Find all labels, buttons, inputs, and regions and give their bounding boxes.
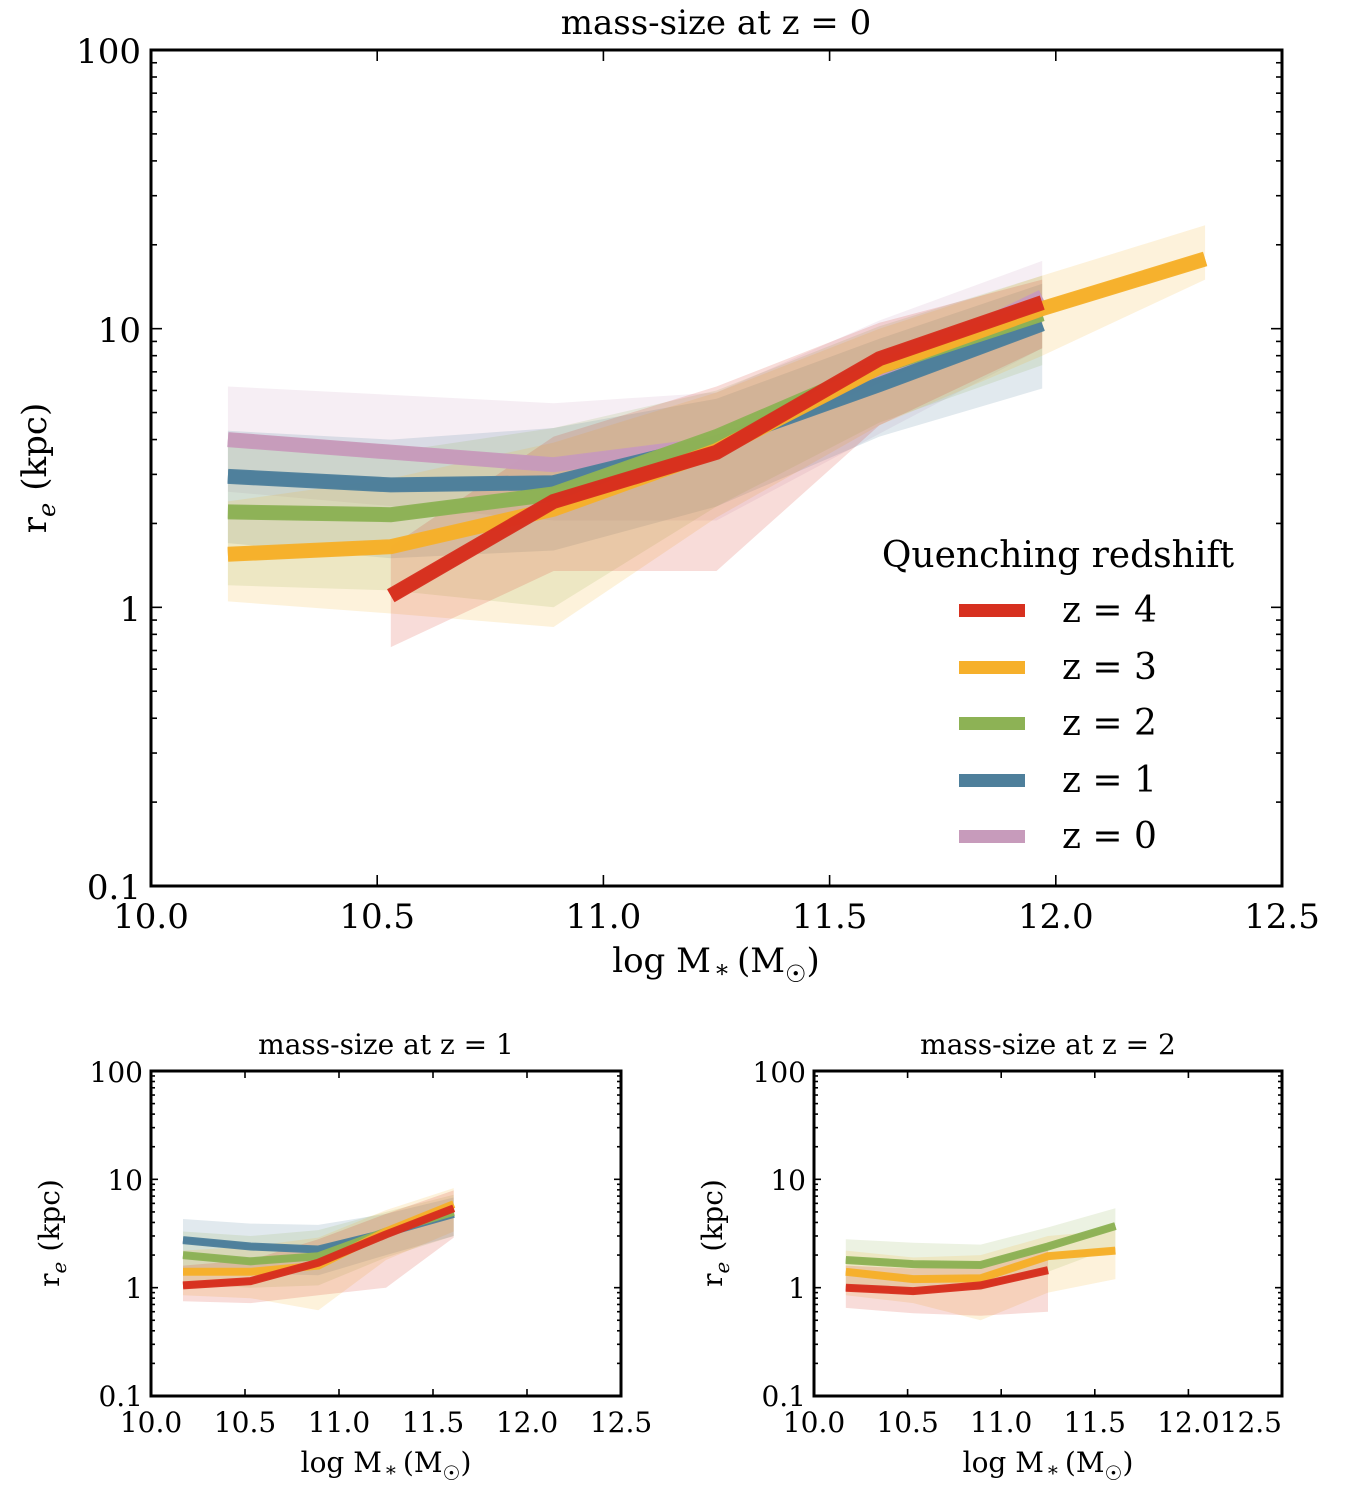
main-axes-frame: [149, 48, 1284, 888]
main-x-tick-label: 10.5: [339, 897, 415, 937]
main-y-tick-label: 0.1: [87, 868, 141, 908]
main-series-lines: [227, 251, 1208, 603]
subpanel-z2-axes-frame: [812, 1069, 1284, 1398]
series-line-z2: [845, 1223, 1117, 1269]
legend-label-z0: z = 0: [1062, 816, 1157, 857]
subpanel-z2-y-tick-label: 100: [753, 1056, 806, 1089]
subpanel-z1-axes-frame: [149, 1069, 623, 1398]
subpanel-z2-y-tick-label: 10: [770, 1164, 806, 1197]
main-y-tick-label: 100: [76, 32, 141, 72]
main-y-axis-label: re(kpc): [15, 403, 61, 533]
series-line-z3: [845, 1247, 1116, 1283]
series-line-z4: [182, 1205, 455, 1289]
main-x-axis-label: log M * (M☉): [612, 941, 820, 988]
subpanel-z2-y-tick-label: 1: [788, 1272, 806, 1305]
legend-label-z4: z = 4: [1062, 590, 1157, 631]
legend-label-z3: z = 3: [1062, 647, 1157, 688]
error-band-z2: [845, 1208, 1116, 1291]
subpanel-z2-x-tick-label: 10.0: [783, 1406, 845, 1439]
subpanel-z2-y-tick-label: 0.1: [761, 1380, 806, 1413]
subpanel-z1-x-axis-label: log M * (M☉): [301, 1446, 472, 1485]
main-x-tick-label: 12.5: [1244, 897, 1320, 937]
series-line-z4: [845, 1267, 1049, 1295]
subpanel-z1-y-tick-label: 1: [125, 1272, 143, 1305]
main-panel: mass-size at z = 0 10.0 10.5 11.0 11.5 1…: [15, 3, 1320, 988]
subpanel-z2-x-tick-label: 11.5: [1064, 1406, 1126, 1439]
subpanel-z1-title: mass-size at z = 1: [258, 1028, 514, 1061]
error-band-z2: [227, 275, 1043, 608]
subpanel-z1-y-tick-label: 0.1: [98, 1380, 143, 1413]
legend-title: Quenching redshift: [882, 535, 1235, 576]
legend-swatch-z1: [959, 774, 1025, 787]
legend-label-z1: z = 1: [1062, 760, 1157, 801]
legend: Quenching redshift z = 4 z = 3 z = 2 z =…: [882, 535, 1235, 857]
subpanel-z2-y-axis-label: re(kpc): [696, 1179, 734, 1287]
subpanel-z1-x-tick-label: 11.5: [402, 1406, 464, 1439]
main-y-tick-label: 1: [119, 590, 141, 630]
subpanel-z1-y-tick-label: 10: [107, 1164, 143, 1197]
main-x-tick-label: 10.0: [113, 897, 189, 937]
subpanel-z2-x-tick-label: 11.0: [970, 1406, 1032, 1439]
subpanel-z2: mass-size at z = 2 10.0 10.5 11.0 11.5 1…: [696, 1028, 1284, 1485]
main-y-tick-label: 10: [98, 311, 141, 351]
subpanel-z2-axis-ticks: [813, 1071, 1283, 1397]
main-x-tick-label: 12.0: [1018, 897, 1094, 937]
subpanel-z2-x-tick-label: 10.5: [876, 1406, 938, 1439]
subpanel-z2-x-tick-label: 12.0: [1157, 1406, 1219, 1439]
legend-swatch-z3: [959, 661, 1025, 674]
main-x-tick-label: 11.5: [792, 897, 868, 937]
legend-label-z2: z = 2: [1062, 703, 1157, 744]
subpanel-z1-x-tick-label: 11.0: [308, 1406, 370, 1439]
subpanel-z2-title: mass-size at z = 2: [920, 1028, 1176, 1061]
subpanel-z1-x-tick-label: 12.0: [496, 1406, 558, 1439]
subpanel-z1-y-axis-label: re(kpc): [33, 1179, 71, 1287]
legend-swatch-z4: [959, 604, 1025, 617]
subpanel-z1-y-tick-label: 100: [90, 1056, 143, 1089]
main-chart-title: mass-size at z = 0: [561, 3, 871, 43]
subpanel-z1-x-tick-label: 10.5: [214, 1406, 276, 1439]
subpanel-z2-x-axis-label: log M * (M☉): [963, 1446, 1134, 1485]
series-line-z4: [387, 296, 1045, 602]
subpanel-z1-series-lines: [182, 1200, 456, 1290]
legend-swatch-z2: [959, 717, 1025, 730]
legend-swatch-z0: [959, 830, 1025, 843]
subpanel-z2-series-lines: [845, 1222, 1117, 1296]
subpanel-z1: mass-size at z = 1 10.0 10.5 11.0 11.5 1…: [33, 1028, 652, 1485]
subpanel-z2-x-tick-label: 12.5: [1220, 1406, 1282, 1439]
main-x-tick-label: 11.0: [566, 897, 642, 937]
subpanel-z1-x-tick-label: 10.0: [120, 1406, 182, 1439]
error-band-z1: [183, 1197, 454, 1276]
subpanel-z1-x-tick-label: 12.5: [590, 1406, 652, 1439]
